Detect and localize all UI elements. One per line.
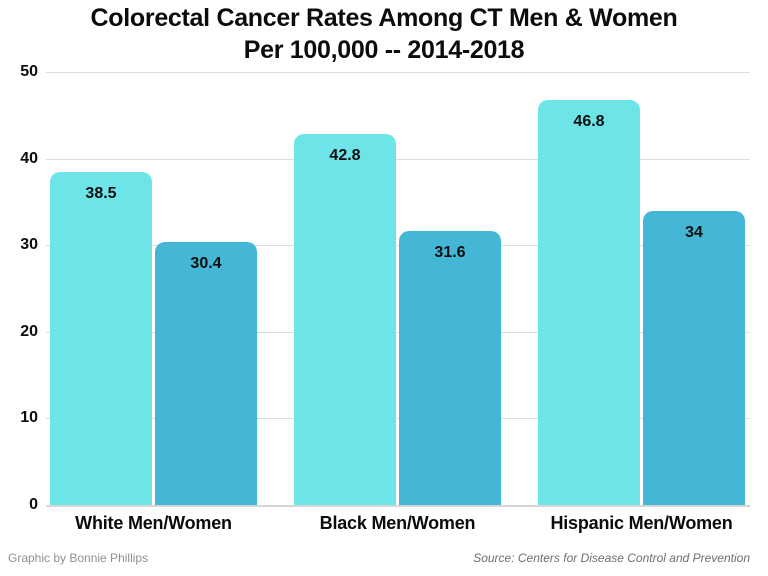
y-tick-label-20: 20 [20,322,38,340]
x-axis-baseline [46,505,750,507]
bar-dark-blue-bars-3: 34 [643,210,745,505]
gridline-30 [46,245,750,247]
plot-area: 38.5 30.4 42.8 31.6 46.8 34 [46,72,750,507]
chart-title-line2: Per 100,000 -- 2014-2018 [243,36,525,64]
y-tick-label-0: 0 [29,496,38,513]
bar-value-label: 42.8 [329,147,361,165]
category-label-1: White Men/Women [75,513,232,533]
bar-light-cyan-bars-2: 42.8 [294,134,396,505]
bar-light-cyan-bars-1: 38.5 [50,171,152,505]
bar-value-label: 31.6 [434,244,466,262]
category-label-2: Black Men/Women [319,513,476,533]
chart-title-line1: Colorectal Cancer Rates Among CT Men & W… [90,4,678,32]
gridline-10 [46,418,750,420]
bar-value-label: 38.5 [85,184,117,202]
bar-dark-blue-bars-1: 30.4 [155,241,257,505]
bar-value-label: 46.8 [573,112,605,130]
bar-value-label: 34 [685,223,703,241]
bar-dark-blue-bars-2: 31.6 [399,231,501,505]
y-tick-label-50: 50 [20,63,38,80]
bar-value-label: 30.4 [190,254,222,272]
y-tick-label-10: 10 [20,409,38,427]
source-text: Source: Centers for Disease Control and … [473,551,750,565]
gridline-20 [46,331,750,333]
category-label-3: Hispanic Men/Women [550,513,733,533]
gridline-50 [46,72,750,73]
bar-light-cyan-bars-3: 46.8 [538,99,640,505]
y-tick-label-40: 40 [20,149,38,167]
credit-text: Graphic by Bonnie Phillips [8,551,149,565]
y-tick-label-30: 30 [20,236,38,254]
gridline-40 [46,158,750,160]
